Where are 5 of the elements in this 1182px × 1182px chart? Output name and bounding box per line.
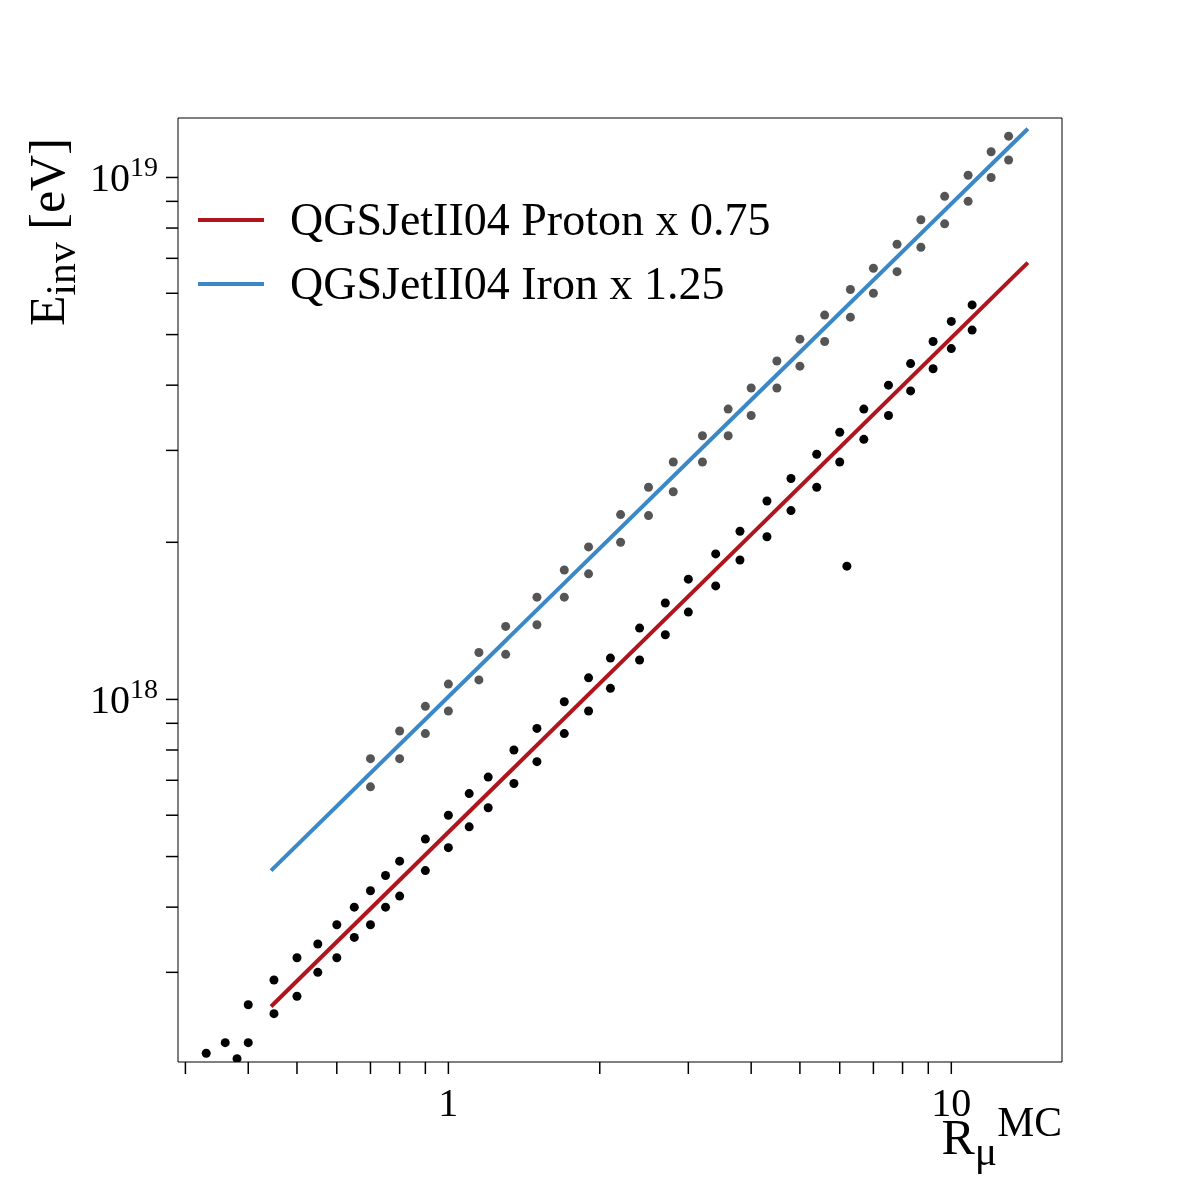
- y-tick-label: 10$^{19}$: [90, 150, 158, 201]
- legend-label: QGSJetII04 Proton x 0.75: [290, 193, 771, 247]
- legend-label: QGSJetII04 Iron x 1.25: [290, 257, 725, 311]
- y-tick-label: 10$^{18}$: [90, 672, 158, 723]
- x-tick-label: 1: [438, 1080, 459, 1125]
